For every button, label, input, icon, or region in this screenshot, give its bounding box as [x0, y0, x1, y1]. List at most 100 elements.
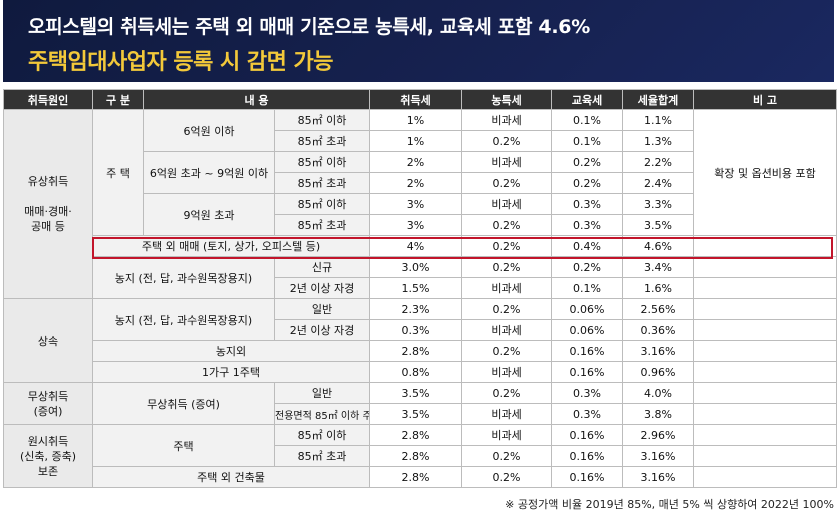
price-band-1: 6억원 이하	[143, 109, 275, 152]
table-row: 85㎡ 초과 1% 0.2% 0.1% 1.3%	[4, 130, 837, 152]
header-note: 비 고	[693, 89, 838, 110]
farm-cell: 비과세	[461, 403, 553, 425]
note-cell: 확장 및 옵션비용 포함	[693, 109, 838, 236]
edu-cell: 0.3%	[551, 403, 624, 425]
note-cell	[693, 424, 838, 446]
area-cell: 85㎡ 초과	[273, 214, 371, 236]
table-row: 농지 (전, 답, 과수원목장용지) 신규 3.0% 0.2% 0.2% 3.4…	[4, 256, 838, 299]
total-cell: 0.96%	[622, 361, 695, 383]
farm-cell: 비과세	[461, 109, 553, 131]
total-cell: 0.36%	[622, 319, 695, 341]
table-row: 6억원 초과 ~ 9억원 이하 85㎡ 이하 2% 비과세 0.2% 2.2%	[4, 151, 837, 194]
total-cell: 3.16%	[622, 466, 695, 488]
acquisition-tax-table: 취득원인 구 분 내 용 취득세 농특세 교육세 세율합계 비 고 유상취득 매…	[3, 89, 838, 488]
sub-cell: 85㎡ 이하	[273, 424, 371, 446]
note-cell	[693, 256, 838, 278]
note-cell	[693, 445, 838, 467]
note-cell	[693, 382, 838, 404]
acq-cell: 3%	[369, 214, 463, 236]
total-cell: 4.0%	[622, 382, 695, 404]
original-label-line3: 보존	[37, 464, 59, 478]
paid-acquisition-label: 유상취득 매매·경매· 공매 등	[3, 109, 93, 299]
table-row: 유상취득 매매·경매· 공매 등 주 택 6억원 이하 85㎡ 이하 1% 비과…	[3, 109, 838, 299]
acq-cell: 2.8%	[369, 445, 463, 467]
total-cell: 1.6%	[622, 277, 695, 299]
note-cell	[693, 277, 838, 299]
edu-cell: 0.3%	[551, 193, 624, 215]
farm-cell: 비과세	[461, 151, 553, 173]
sub-cell: 2년 이상 자경	[273, 319, 371, 341]
farm-cell: 0.2%	[461, 214, 553, 236]
non-house-building-label: 주택 외 건축물	[91, 466, 371, 488]
area-cell: 85㎡ 초과	[273, 130, 371, 152]
edu-cell: 0.1%	[551, 109, 624, 131]
note-cell	[693, 235, 838, 257]
farm-cell: 0.2%	[461, 130, 553, 152]
header-total: 세율합계	[622, 89, 695, 110]
table-row: 1가구 1주택 0.8% 비과세 0.16% 0.96%	[4, 361, 838, 383]
table-row: 원시취득 (신축, 증축) 보존 주택 85㎡ 이하 2.8% 비과세 0.16…	[3, 424, 838, 488]
farmland-label: 농지 (전, 답, 과수원목장용지)	[92, 298, 275, 341]
farm-cell: 비과세	[461, 361, 553, 383]
total-cell: 3.4%	[622, 256, 695, 278]
total-cell: 2.2%	[622, 151, 695, 173]
footnote: ※ 공정가액 비율 2019년 85%, 매년 5% 씩 상향하여 2022년 …	[505, 498, 834, 511]
non-house-sale-label: 주택 외 매매 (토지, 상가, 오피스텔 등)	[91, 235, 371, 257]
acq-cell: 0.8%	[369, 361, 463, 383]
table-row: 무상취득 (증여) 무상취득 (증여) 일반 3.5% 0.2% 0.3% 4.…	[3, 382, 838, 425]
total-cell: 3.16%	[622, 340, 695, 362]
header-farm: 농특세	[461, 89, 553, 110]
farm-cell: 비과세	[461, 193, 553, 215]
farmland-label: 농지 (전, 답, 과수원목장용지)	[92, 256, 275, 299]
original-label-line2: (신축, 증축)	[19, 449, 77, 463]
edu-cell: 0.3%	[551, 382, 624, 404]
header-acq: 취득세	[369, 89, 463, 110]
edu-cell: 0.2%	[551, 256, 624, 278]
farm-cell: 0.2%	[461, 298, 553, 320]
header-class: 구 분	[92, 89, 144, 110]
total-cell: 3.5%	[622, 214, 695, 236]
acq-cell: 1%	[369, 109, 463, 131]
total-cell: 2.4%	[622, 172, 695, 194]
table-header-row: 취득원인 구 분 내 용 취득세 농특세 교육세 세율합계 비 고	[3, 89, 838, 110]
table-row: 85㎡ 초과 2% 0.2% 0.2% 2.4%	[4, 172, 837, 194]
edu-cell: 0.4%	[551, 235, 624, 257]
sub-cell: 85㎡ 초과	[273, 445, 371, 467]
house-label: 주 택	[92, 109, 144, 236]
table-row: 주택 외 건축물 2.8% 0.2% 0.16% 3.16%	[4, 466, 838, 488]
farm-cell: 0.2%	[461, 256, 553, 278]
sub-cell: 신규	[273, 256, 371, 278]
banner-headline: 오피스텔의 취득세는 주택 외 매매 기준으로 농특세, 교육세 포함 4.6%	[28, 16, 590, 38]
edu-cell: 0.16%	[551, 340, 624, 362]
note-cell	[693, 340, 838, 362]
paid-label-line2: 매매·경매·	[24, 205, 72, 218]
edu-cell: 0.1%	[551, 277, 624, 299]
note-cell	[693, 319, 838, 341]
acq-cell: 3.5%	[369, 382, 463, 404]
area-cell: 85㎡ 초과	[273, 172, 371, 194]
note-cell	[693, 403, 838, 425]
edu-cell: 0.3%	[551, 214, 624, 236]
original-label-line1: 원시취득	[27, 434, 69, 448]
total-cell: 3.16%	[622, 445, 695, 467]
area-cell: 85㎡ 이하	[273, 109, 371, 131]
farm-cell: 비과세	[461, 277, 553, 299]
acq-cell: 3.0%	[369, 256, 463, 278]
one-house-label: 1가구 1주택	[91, 361, 371, 383]
note-cell	[693, 466, 838, 488]
acq-cell: 1%	[369, 130, 463, 152]
sub-cell: 일반	[273, 382, 371, 404]
header-edu: 교육세	[551, 89, 624, 110]
price-band-2: 6억원 초과 ~ 9억원 이하	[143, 151, 275, 194]
edu-cell: 0.06%	[551, 298, 624, 320]
note-cell	[693, 298, 838, 320]
gift-sub-label: 무상취득 (증여)	[92, 382, 275, 425]
sub-cell: 2년 이상 자경	[273, 277, 371, 299]
farm-cell: 비과세	[461, 424, 553, 446]
total-cell: 4.6%	[622, 235, 695, 257]
total-cell: 1.3%	[622, 130, 695, 152]
acq-cell: 0.3%	[369, 319, 463, 341]
gift-label-line1: 무상취득	[27, 389, 69, 403]
table-row: 2년 이상 자경 1.5% 비과세 0.1% 1.6%	[4, 277, 838, 299]
header-content: 내 용	[142, 89, 371, 110]
